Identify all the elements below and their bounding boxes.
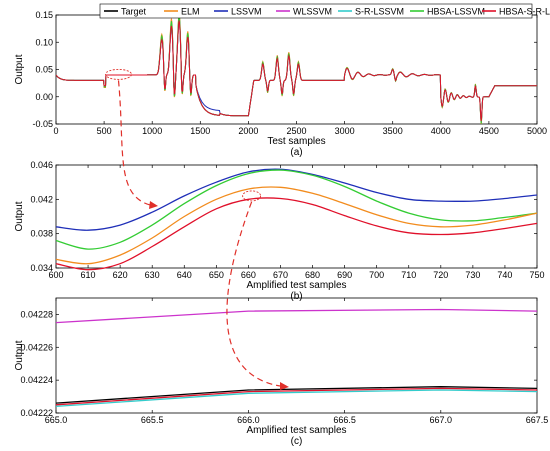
panel-c-ytick-label: 0.04222 xyxy=(20,408,53,418)
panel-c-xtick-label: 666.0 xyxy=(237,415,260,425)
legend-entry: HBSA-S-R-LSSVM xyxy=(499,7,550,17)
legend: Target ELM LSSVM WLSSVM S-R-LSSVM HBSA-LSSVM H… xyxy=(99,3,550,19)
panel-a-xtick-label: 0 xyxy=(53,126,58,136)
zoom-arrowhead-b xyxy=(280,382,289,390)
panel-a-axes: 0 500 1000 1500 2000 2500 3000 3500 4000 4500 5000… xyxy=(14,10,547,158)
panel-a-xtick-label: 5000 xyxy=(527,126,547,136)
panel-c-axes: 665.0 665.5 666.0 666.5 667.0 667.5 0.04222 0.0… xyxy=(14,297,549,447)
panel-b-series-line xyxy=(55,168,538,231)
panel-b-panel-label: (b) xyxy=(290,291,302,302)
panel-c-series-line xyxy=(55,386,538,404)
panel-b-xtick-label: 700 xyxy=(369,270,384,280)
panel-a-xtick-label: 2500 xyxy=(286,126,306,136)
panel-a-xtick-label: 3500 xyxy=(383,126,403,136)
legend-entry: S-R-LSSVM xyxy=(355,7,404,17)
panel-a-frame xyxy=(55,14,538,125)
panel-b-xtick-label: 630 xyxy=(145,270,160,280)
panel-c-ytick-label: 0.04228 xyxy=(20,309,53,319)
legend-entry: HBSA-LSSVM xyxy=(427,7,485,17)
panel-c-xtick-label: 667.0 xyxy=(430,415,453,425)
panel-c-xlabel: Amplified test samples xyxy=(246,425,346,436)
panel-c-ylabel: Output xyxy=(14,340,25,370)
panel-c-series-line xyxy=(55,389,538,408)
panel-b-xtick-label: 640 xyxy=(177,270,192,280)
panel-a-ylabel: Output xyxy=(14,54,25,84)
panel-a-xtick-label: 3000 xyxy=(335,126,355,136)
panel-b-xtick-label: 670 xyxy=(273,270,288,280)
panel-c-xtick-label: 667.5 xyxy=(526,415,549,425)
panel-b-ytick-label: 0.034 xyxy=(30,263,53,273)
legend-box xyxy=(99,3,533,19)
panel-a-series-line xyxy=(56,17,537,123)
panel-a-xtick-label: 500 xyxy=(97,126,112,136)
panel-b-series-line xyxy=(55,197,538,271)
panel-c-series-line xyxy=(55,308,538,324)
panel-b-ytick-label: 0.038 xyxy=(30,229,53,239)
panel-a-series-line xyxy=(56,15,537,124)
panel-a-xlabel: Test samples xyxy=(267,136,325,147)
zoom-arrowhead-a xyxy=(149,201,158,209)
panel-b-xtick-label: 680 xyxy=(305,270,320,280)
panel-a-xtick-label: 1500 xyxy=(190,126,210,136)
panel-a-series-line xyxy=(56,20,537,122)
panel-b-xtick-label: 730 xyxy=(465,270,480,280)
panel-b-ytick-label: 0.046 xyxy=(30,160,53,170)
panel-b-xtick-label: 740 xyxy=(497,270,512,280)
panel-c-series-line xyxy=(55,387,538,406)
zoom-arrow-a xyxy=(117,80,151,206)
panel-a-panel-label: (a) xyxy=(290,147,302,158)
panel-b-axes: 600 610 620 630 640 650 660 670 680 690 700 710 720 7… xyxy=(14,160,545,302)
panel-c-xtick-label: 665.0 xyxy=(45,415,68,425)
panel-a-ytick-label: 0.15 xyxy=(35,10,53,20)
zoom-ellipse-b xyxy=(242,190,262,202)
panel-b-series-line xyxy=(55,169,538,250)
panel-b-xlabel: Amplified test samples xyxy=(246,280,346,291)
panel-c-ytick-label: 0.04226 xyxy=(20,342,53,352)
panel-b-frame xyxy=(55,164,538,269)
panel-b-xtick-label: 750 xyxy=(529,270,544,280)
panel-c-xtick-label: 665.5 xyxy=(141,415,164,425)
panel-a-xtick-label: 2000 xyxy=(238,126,258,136)
panel-b-xtick-label: 620 xyxy=(113,270,128,280)
panel-b-ytick-label: 0.042 xyxy=(30,194,53,204)
panel-b-xtick-label: 610 xyxy=(81,270,96,280)
zoom-arrow-b xyxy=(226,201,281,387)
panel-a-ytick-label: 0.05 xyxy=(35,65,53,75)
panel-b-series-line xyxy=(55,186,538,265)
panel-c-ytick-label: 0.04224 xyxy=(20,375,53,385)
panel-c-panel-label: (c) xyxy=(291,436,303,447)
panel-a-ytick-label: 0.00 xyxy=(35,92,53,102)
panel-a-xtick-label: 1000 xyxy=(142,126,162,136)
panel-b-xtick-label: 720 xyxy=(433,270,448,280)
panel-b-xtick-label: 600 xyxy=(48,270,63,280)
legend-entry: WLSSVM xyxy=(293,7,332,17)
legend-entry: LSSVM xyxy=(231,7,262,17)
panel-b-xtick-label: 710 xyxy=(401,270,416,280)
zoom-ellipse-a xyxy=(105,68,132,80)
panel-a-xtick-label: 4000 xyxy=(431,126,451,136)
panel-b-xtick-label: 650 xyxy=(209,270,224,280)
panel-c-frame xyxy=(55,297,538,414)
legend-entry: Target xyxy=(121,7,147,17)
panel-a-series-line xyxy=(56,15,537,124)
panel-a-ytick-label: 0.10 xyxy=(35,37,53,47)
panel-a-ytick-label: -0.05 xyxy=(32,119,53,129)
panel-a-xtick-label: 4500 xyxy=(479,126,499,136)
panel-b-ylabel: Output xyxy=(14,201,25,231)
panel-c-xtick-label: 666.5 xyxy=(333,415,356,425)
panel-b-xtick-label: 660 xyxy=(241,270,256,280)
legend-entry: ELM xyxy=(181,7,200,17)
panel-b-xtick-label: 690 xyxy=(337,270,352,280)
